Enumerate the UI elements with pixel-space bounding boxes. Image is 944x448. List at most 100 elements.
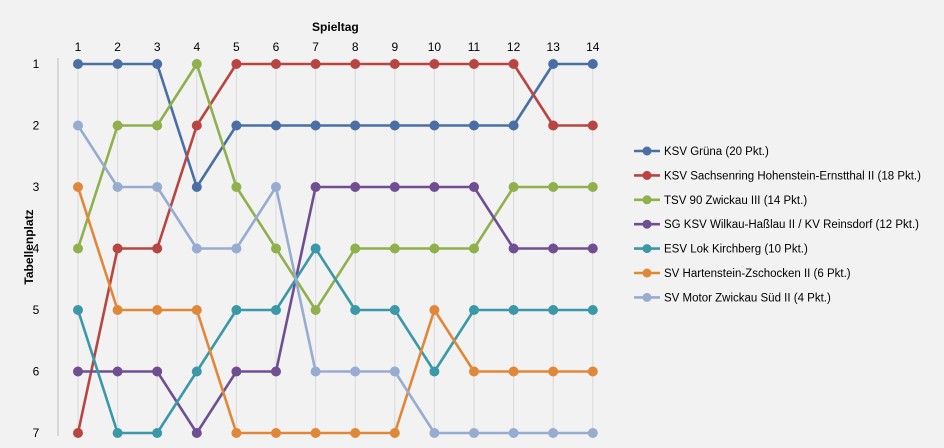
data-point bbox=[271, 120, 281, 131]
data-point bbox=[350, 428, 361, 438]
data-point bbox=[469, 182, 479, 192]
data-point bbox=[310, 243, 321, 254]
series bbox=[73, 59, 598, 438]
data-point bbox=[310, 428, 321, 438]
data-point bbox=[587, 59, 598, 69]
y-tick-label: 3 bbox=[33, 180, 40, 194]
legend-marker bbox=[642, 219, 652, 229]
series-2 bbox=[73, 59, 598, 438]
data-point bbox=[389, 120, 400, 131]
data-point bbox=[112, 366, 123, 377]
data-point bbox=[152, 243, 163, 254]
data-point bbox=[73, 120, 83, 131]
data-point bbox=[389, 59, 400, 69]
legend-label: SV Hartenstein-Zschocken II (6 Pkt.) bbox=[664, 268, 851, 280]
legend-label: SV Motor Zwickau Süd II (4 Pkt.) bbox=[664, 292, 831, 304]
data-point bbox=[152, 120, 163, 131]
series-4 bbox=[73, 182, 598, 438]
y-axis-title: Tabellenplatz bbox=[22, 209, 36, 284]
data-point bbox=[469, 366, 479, 377]
data-point bbox=[587, 243, 598, 254]
data-point bbox=[587, 182, 598, 192]
y-tick-label: 2 bbox=[33, 119, 40, 133]
data-point bbox=[191, 428, 202, 438]
x-tick-label: 4 bbox=[193, 40, 200, 54]
data-point bbox=[587, 366, 598, 377]
data-point bbox=[112, 428, 123, 438]
data-point bbox=[231, 428, 242, 438]
x-tick-label: 3 bbox=[154, 40, 161, 54]
data-point bbox=[73, 59, 83, 69]
data-point bbox=[350, 243, 361, 254]
legend-item: SG KSV Wilkau-Haßlau II / KV Reinsdorf (… bbox=[634, 219, 919, 231]
data-point bbox=[389, 366, 400, 377]
data-point bbox=[271, 428, 281, 438]
legend-label: KSV Grüna (20 Pkt.) bbox=[664, 146, 769, 158]
data-point bbox=[73, 182, 83, 192]
data-point bbox=[73, 305, 83, 315]
legend-item: ESV Lok Kirchberg (10 Pkt.) bbox=[634, 244, 808, 256]
y-tick-label: 6 bbox=[33, 365, 40, 379]
data-point bbox=[271, 59, 281, 69]
x-tick-label: 9 bbox=[391, 40, 398, 54]
data-point bbox=[548, 243, 559, 254]
data-point bbox=[350, 59, 361, 69]
series-5 bbox=[73, 243, 598, 438]
data-point bbox=[191, 120, 202, 131]
legend-marker bbox=[642, 268, 652, 278]
data-point bbox=[112, 305, 123, 315]
x-tick-label: 13 bbox=[547, 40, 561, 54]
series-line bbox=[76, 247, 593, 435]
data-point bbox=[548, 120, 559, 131]
data-point bbox=[548, 305, 559, 315]
legend-item: TSV 90 Zwickau III (14 Pkt.) bbox=[634, 195, 807, 207]
series-line bbox=[76, 124, 593, 435]
data-point bbox=[112, 243, 123, 254]
data-point bbox=[231, 366, 242, 377]
data-point bbox=[508, 243, 519, 254]
data-point bbox=[231, 243, 242, 254]
data-point bbox=[389, 243, 400, 254]
data-point bbox=[231, 120, 242, 131]
data-point bbox=[271, 182, 281, 192]
data-point bbox=[152, 182, 163, 192]
data-point bbox=[508, 366, 519, 377]
data-point bbox=[271, 243, 281, 254]
y-tick-label: 1 bbox=[33, 57, 40, 71]
data-point bbox=[191, 305, 202, 315]
legend-marker bbox=[642, 146, 652, 156]
legend-marker bbox=[642, 195, 652, 205]
legend-label: TSV 90 Zwickau III (14 Pkt.) bbox=[664, 195, 807, 207]
x-tick-label: 5 bbox=[233, 40, 240, 54]
series-line bbox=[76, 186, 593, 435]
data-point bbox=[310, 182, 321, 192]
y-tick-label: 4 bbox=[33, 242, 40, 256]
data-point bbox=[548, 366, 559, 377]
data-point bbox=[389, 305, 400, 315]
data-point bbox=[469, 120, 479, 131]
data-point bbox=[548, 182, 559, 192]
series-6 bbox=[73, 182, 598, 438]
series-line bbox=[78, 62, 593, 189]
x-tick-label: 11 bbox=[468, 40, 481, 54]
data-point bbox=[191, 243, 202, 254]
data-point bbox=[73, 366, 83, 377]
y-tick-label: 7 bbox=[33, 426, 40, 440]
data-point bbox=[548, 59, 559, 69]
data-point bbox=[469, 428, 479, 438]
series-7 bbox=[73, 120, 598, 438]
data-point bbox=[310, 59, 321, 69]
data-point bbox=[350, 120, 361, 131]
data-point bbox=[508, 59, 519, 69]
data-point bbox=[350, 305, 361, 315]
legend-label: SG KSV Wilkau-Haßlau II / KV Reinsdorf (… bbox=[664, 219, 919, 231]
data-point bbox=[429, 243, 440, 254]
data-point bbox=[429, 366, 440, 377]
data-point bbox=[350, 366, 361, 377]
data-point bbox=[152, 59, 163, 69]
data-point bbox=[469, 305, 479, 315]
data-point bbox=[429, 182, 440, 192]
data-point bbox=[191, 366, 202, 377]
